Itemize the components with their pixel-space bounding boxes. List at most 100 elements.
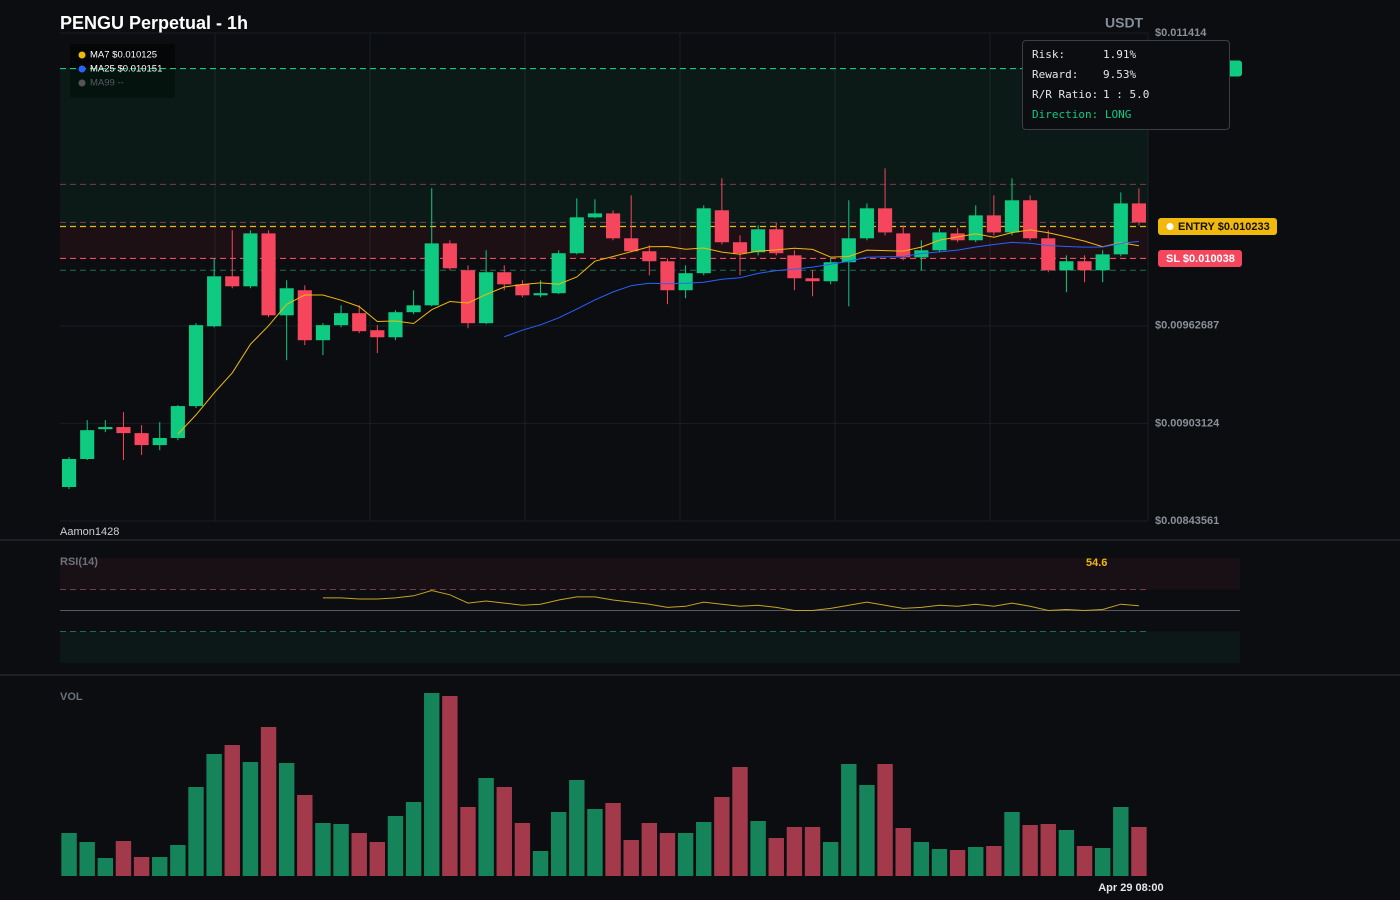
volume-bar xyxy=(514,823,531,876)
candle-body xyxy=(769,229,784,254)
volume-bar xyxy=(260,727,277,876)
volume-bar xyxy=(1022,825,1038,876)
chart-title: PENGU Perpetual - 1h xyxy=(60,13,248,33)
legend-swatch xyxy=(78,51,86,59)
candle-body xyxy=(406,305,421,313)
volume-bar xyxy=(569,780,585,876)
volume-bar xyxy=(1058,830,1075,876)
volume-bar xyxy=(460,807,476,876)
risk-row: R/R Ratio: 1 : 5.0 xyxy=(1032,85,1229,105)
candle-body xyxy=(660,261,675,291)
volume-bar xyxy=(387,816,404,876)
candle-body xyxy=(1023,200,1038,239)
risk-key: R/R Ratio: xyxy=(1032,88,1099,101)
volume-bar xyxy=(859,785,875,876)
risk-value: 1 : 5.0 xyxy=(1103,88,1150,101)
direction: Direction: LONG xyxy=(1032,108,1132,121)
candle-body xyxy=(1004,200,1020,233)
risk-row: Reward: 9.53% xyxy=(1032,65,1229,85)
candle-body xyxy=(732,242,748,254)
volume-bar xyxy=(1040,824,1056,876)
y-tick-label: $0.00843561 xyxy=(1155,515,1219,527)
volume-bar xyxy=(242,762,259,876)
volume-bar xyxy=(61,833,77,876)
volume-bar xyxy=(587,809,603,876)
candle-body xyxy=(388,312,403,338)
rsi-value: 54.6 xyxy=(1086,557,1107,569)
volume-bar xyxy=(1094,848,1111,876)
ma-line xyxy=(504,240,1139,338)
volume-bar xyxy=(496,787,512,876)
volume-bar xyxy=(841,764,857,876)
candle-body xyxy=(1113,203,1128,255)
volume-bar xyxy=(224,745,240,876)
candle-body xyxy=(225,276,240,287)
candle-body xyxy=(605,213,621,239)
candle-body xyxy=(787,255,802,279)
volume-bar xyxy=(1131,827,1147,876)
volume-bar xyxy=(97,858,114,876)
volume-bar xyxy=(442,696,458,876)
panel-title: RSI(14) xyxy=(60,556,98,568)
volume-bar xyxy=(550,812,567,876)
volume-bar xyxy=(188,787,204,876)
volume-bar xyxy=(877,764,893,876)
candle-body xyxy=(968,215,983,241)
overbought-band xyxy=(60,558,1240,590)
volume-bar xyxy=(605,803,621,876)
candle-body xyxy=(442,243,457,269)
candle-body xyxy=(80,430,95,460)
candle-body xyxy=(841,238,856,263)
candle-body xyxy=(243,233,258,287)
risk-value: 1.91% xyxy=(1103,48,1137,61)
legend-label: MA7 $0.010125 xyxy=(90,50,157,61)
rsi-line xyxy=(322,589,1139,612)
candle-body xyxy=(61,459,77,488)
volume-bar xyxy=(405,802,422,876)
risk-value: 9.53% xyxy=(1103,68,1137,81)
panel-title: VOL xyxy=(60,691,83,703)
candle-body xyxy=(370,330,385,338)
x-tick-label: Apr 29 08:00 xyxy=(1098,882,1163,894)
candle-body xyxy=(98,427,113,430)
volume-bar xyxy=(206,754,222,876)
volume-bar xyxy=(297,795,313,876)
candle-body xyxy=(932,232,947,251)
volume-bar xyxy=(822,842,839,876)
candle-body xyxy=(696,208,711,274)
legend-swatch xyxy=(78,65,86,73)
legend-swatch xyxy=(78,79,86,87)
candle-body xyxy=(1059,261,1074,271)
legend-box xyxy=(70,44,175,98)
volume-bar xyxy=(278,763,295,876)
candle-body xyxy=(352,313,367,332)
volume-bar xyxy=(133,857,150,876)
volume-bar xyxy=(478,778,494,876)
candle-body xyxy=(859,208,875,239)
candle-body xyxy=(261,233,276,316)
volume-bar xyxy=(333,824,349,876)
candle-body xyxy=(497,272,512,285)
volume-bar xyxy=(369,842,386,876)
candle-body xyxy=(207,276,222,327)
candle-body xyxy=(515,284,530,296)
volume-bar xyxy=(170,845,186,876)
candle-body xyxy=(986,215,1001,233)
risk-key: Risk: xyxy=(1032,48,1066,61)
candle-body xyxy=(333,313,349,326)
level-label: SL $0.010038 xyxy=(1166,253,1235,265)
volume-bar xyxy=(532,851,549,876)
ma-line xyxy=(177,229,1139,435)
level-tag xyxy=(1158,218,1277,236)
candle-body xyxy=(624,238,639,252)
risk-row: Risk: 1.91% xyxy=(1032,45,1229,65)
volume-bar xyxy=(986,846,1002,876)
profit-zone xyxy=(60,68,1148,227)
candle-body xyxy=(751,229,766,253)
volume-bar xyxy=(351,833,367,876)
candle-body xyxy=(714,210,729,243)
watermark: Aamon1428 xyxy=(60,526,119,538)
candle-body xyxy=(642,251,657,262)
